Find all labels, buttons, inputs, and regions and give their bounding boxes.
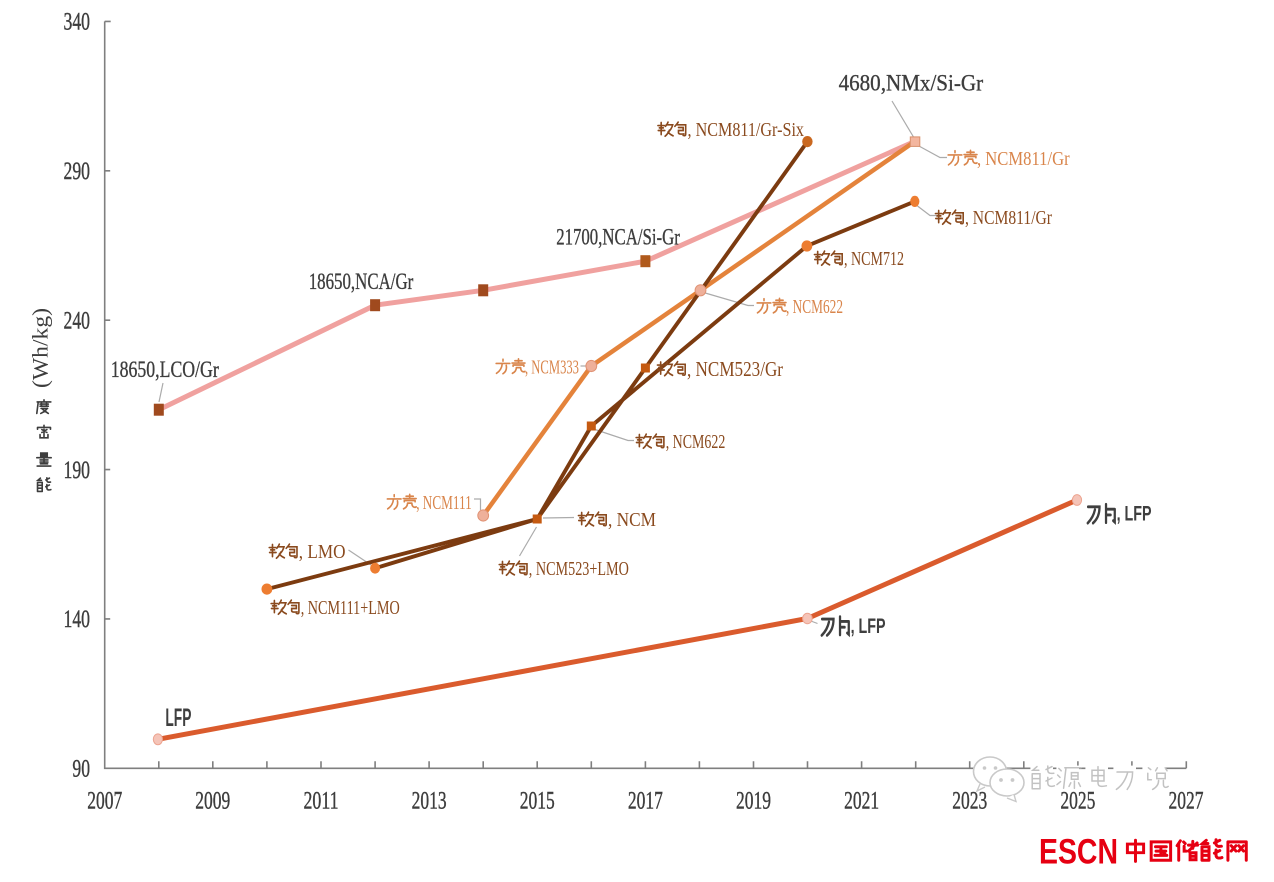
svg-text:, LMO: , LMO bbox=[299, 541, 346, 563]
svg-text:18650,NCA/Gr: 18650,NCA/Gr bbox=[309, 269, 414, 294]
svg-text:2013: 2013 bbox=[412, 786, 447, 815]
svg-text:LFP: LFP bbox=[165, 704, 191, 732]
svg-text:, LFP: , LFP bbox=[851, 615, 886, 638]
svg-text:(Wh/kg): (Wh/kg) bbox=[28, 308, 53, 388]
svg-text:2015: 2015 bbox=[520, 786, 555, 815]
svg-text:, NCM712: , NCM712 bbox=[844, 248, 904, 270]
svg-text:21700,NCA/Si-Gr: 21700,NCA/Si-Gr bbox=[556, 224, 680, 249]
svg-text:, NCM811/Gr: , NCM811/Gr bbox=[965, 207, 1052, 229]
svg-text:, NCM: , NCM bbox=[608, 509, 656, 531]
svg-text:2011: 2011 bbox=[304, 786, 339, 815]
svg-text:, NCM811/Gr-Six: , NCM811/Gr-Six bbox=[688, 119, 805, 141]
svg-text:4680,NMx/Si-Gr: 4680,NMx/Si-Gr bbox=[839, 70, 984, 95]
svg-text:2021: 2021 bbox=[844, 786, 879, 815]
svg-text:, NCM811/Gr: , NCM811/Gr bbox=[977, 148, 1070, 170]
svg-text:, NCM111: , NCM111 bbox=[416, 492, 472, 514]
svg-text:2007: 2007 bbox=[87, 786, 122, 815]
svg-text:2023: 2023 bbox=[952, 786, 987, 815]
svg-text:290: 290 bbox=[64, 156, 91, 185]
svg-text:140: 140 bbox=[64, 604, 91, 633]
svg-text:18650,LCO/Gr: 18650,LCO/Gr bbox=[111, 357, 219, 382]
svg-text:ESCN: ESCN bbox=[1039, 833, 1118, 872]
svg-text:, LFP: , LFP bbox=[1117, 503, 1152, 526]
svg-text:, NCM523/Gr: , NCM523/Gr bbox=[687, 357, 783, 381]
svg-text:240: 240 bbox=[64, 305, 91, 334]
svg-text:190: 190 bbox=[64, 455, 91, 484]
svg-text:90: 90 bbox=[72, 754, 90, 783]
svg-text:340: 340 bbox=[64, 7, 91, 36]
svg-text:, NCM622: , NCM622 bbox=[786, 296, 843, 318]
svg-text:2019: 2019 bbox=[736, 786, 771, 815]
svg-text:2017: 2017 bbox=[628, 786, 663, 815]
svg-text:2027: 2027 bbox=[1169, 786, 1204, 815]
svg-text:, NCM622: , NCM622 bbox=[666, 431, 726, 453]
svg-text:2009: 2009 bbox=[195, 786, 230, 815]
svg-text:, NCM333: , NCM333 bbox=[525, 356, 579, 378]
svg-text:, NCM523+LMO: , NCM523+LMO bbox=[529, 558, 629, 580]
svg-text:, NCM111+LMO: , NCM111+LMO bbox=[301, 597, 400, 619]
